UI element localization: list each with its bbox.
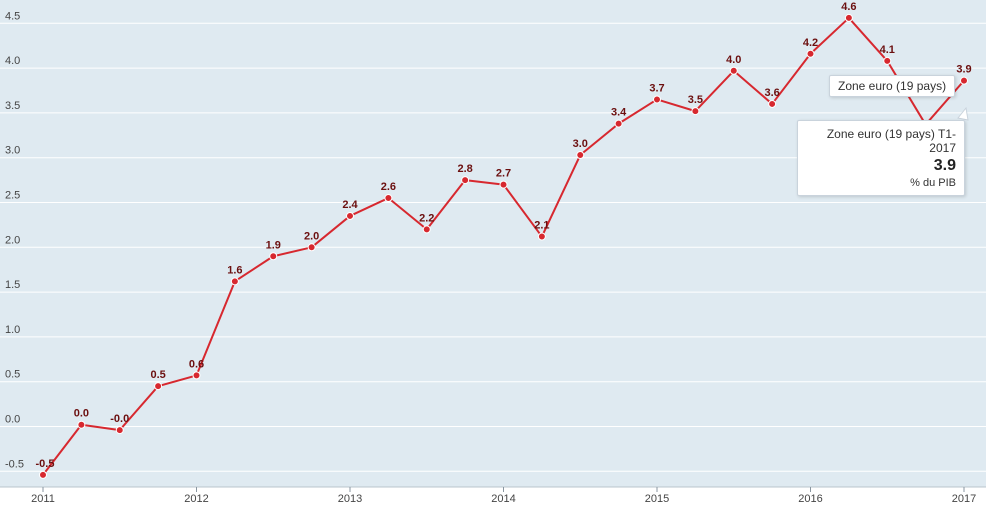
data-point[interactable] bbox=[192, 371, 201, 380]
data-point[interactable] bbox=[307, 243, 316, 252]
data-point[interactable] bbox=[154, 382, 163, 391]
data-label: 4.6 bbox=[841, 1, 856, 13]
data-point[interactable] bbox=[691, 107, 700, 116]
data-label: 3.5 bbox=[688, 94, 703, 106]
data-point[interactable] bbox=[422, 225, 431, 234]
data-label: 2.7 bbox=[496, 168, 511, 180]
data-label: 0.6 bbox=[189, 358, 204, 370]
x-tick-label: 2014 bbox=[491, 493, 515, 505]
data-point[interactable] bbox=[461, 176, 470, 185]
y-tick-label: 1.5 bbox=[5, 279, 20, 291]
data-label: 2.2 bbox=[419, 212, 434, 224]
data-label: 3.9 bbox=[956, 64, 971, 76]
y-tick-label: 3.0 bbox=[5, 145, 20, 157]
data-point[interactable] bbox=[768, 99, 777, 108]
data-label: 3.4 bbox=[611, 107, 627, 119]
data-point[interactable] bbox=[806, 49, 815, 58]
x-tick-label: 2011 bbox=[31, 493, 55, 505]
data-point[interactable] bbox=[960, 76, 968, 85]
data-label: 2.1 bbox=[534, 220, 549, 232]
y-tick-label: 4.5 bbox=[5, 10, 20, 22]
data-point[interactable] bbox=[269, 252, 278, 261]
y-tick-label: -0.5 bbox=[5, 458, 24, 470]
data-label: 4.1 bbox=[880, 44, 895, 56]
data-point[interactable] bbox=[115, 426, 124, 435]
data-point[interactable] bbox=[576, 151, 585, 160]
data-label: 4.2 bbox=[803, 37, 818, 49]
y-tick-label: 2.0 bbox=[5, 234, 20, 246]
data-point[interactable] bbox=[614, 119, 623, 128]
y-tick-label: 1.0 bbox=[5, 324, 20, 336]
data-point[interactable] bbox=[844, 13, 853, 22]
tooltip-unit: % du PIB bbox=[910, 177, 956, 189]
y-tick-label: 4.0 bbox=[5, 55, 20, 67]
data-point[interactable] bbox=[384, 194, 393, 203]
tooltip-value: 3.9 bbox=[933, 157, 956, 174]
data-point[interactable] bbox=[729, 66, 738, 75]
data-label: 2.6 bbox=[381, 181, 396, 193]
data-point[interactable] bbox=[77, 420, 86, 429]
x-tick-label: 2012 bbox=[184, 493, 208, 505]
data-label: 2.8 bbox=[457, 163, 472, 175]
data-point[interactable] bbox=[653, 95, 661, 104]
y-tick-label: 3.5 bbox=[5, 100, 20, 112]
series-name-tooltip-text: Zone euro (19 pays) bbox=[838, 79, 947, 93]
x-tick-label: 2016 bbox=[798, 493, 822, 505]
data-label: 2.0 bbox=[304, 230, 319, 242]
data-label: 0.5 bbox=[150, 369, 165, 381]
data-point[interactable] bbox=[39, 470, 47, 479]
data-point[interactable] bbox=[499, 180, 508, 189]
data-label: 3.7 bbox=[649, 82, 664, 94]
x-tick-label: 2015 bbox=[645, 493, 669, 505]
data-label: 4.0 bbox=[726, 54, 741, 66]
data-label: 0.0 bbox=[74, 408, 89, 420]
data-label: -0.0 bbox=[110, 413, 129, 425]
data-label: 3.0 bbox=[573, 138, 588, 150]
x-tick-label: 2013 bbox=[338, 493, 362, 505]
x-tick-label: 2017 bbox=[952, 493, 976, 505]
y-tick-label: 2.5 bbox=[5, 190, 20, 202]
data-point-tooltip: Zone euro (19 pays) T1-2017 3.9 % du PIB bbox=[797, 120, 965, 196]
tooltip-title: Zone euro (19 pays) T1-2017 bbox=[826, 127, 956, 155]
data-label: 3.6 bbox=[764, 87, 779, 99]
data-label: -0.5 bbox=[36, 458, 55, 470]
tooltip-pointer bbox=[957, 106, 969, 121]
data-point[interactable] bbox=[346, 211, 354, 220]
data-point[interactable] bbox=[537, 232, 546, 241]
data-label: 1.6 bbox=[227, 264, 242, 276]
data-label: 1.9 bbox=[266, 239, 281, 251]
data-point[interactable] bbox=[230, 277, 239, 286]
y-tick-label: 0.5 bbox=[5, 369, 20, 381]
series-name-tooltip: Zone euro (19 pays) bbox=[829, 75, 956, 97]
data-point[interactable] bbox=[883, 56, 892, 65]
plot-background bbox=[0, 0, 986, 487]
data-label: 2.4 bbox=[342, 199, 358, 211]
y-tick-label: 0.0 bbox=[5, 414, 20, 426]
